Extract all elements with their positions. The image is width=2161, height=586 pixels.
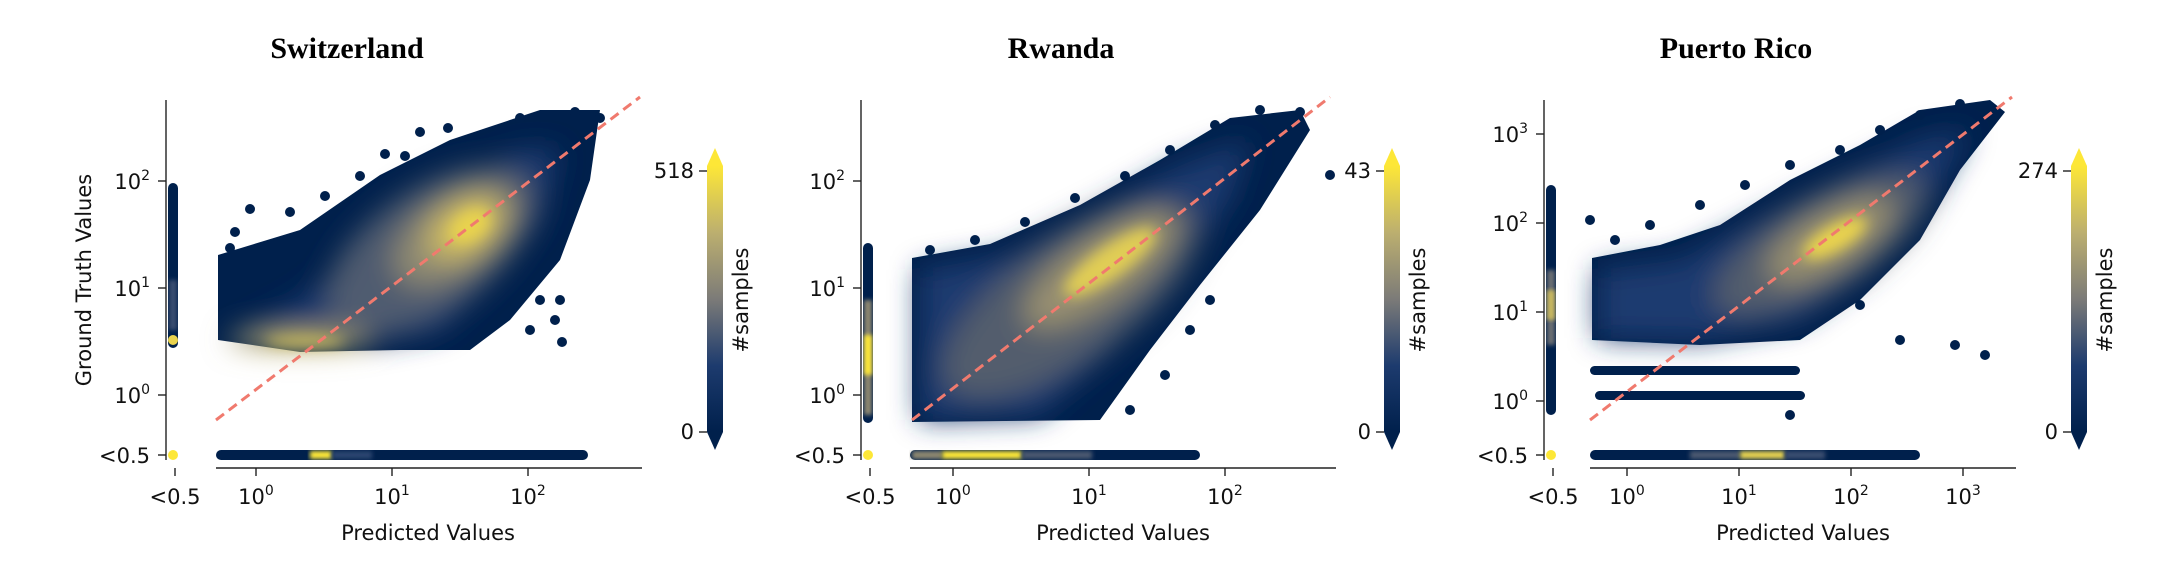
discrete-row-2 bbox=[1590, 366, 1800, 375]
colorbar-max: 518 bbox=[654, 159, 694, 183]
y-axis: 103 102 101 100 <0.5 bbox=[1477, 100, 1545, 468]
x-underflow-label: <0.5 bbox=[845, 485, 896, 509]
x-tick-label: 100 bbox=[935, 483, 971, 509]
colorbar-min: 0 bbox=[2045, 420, 2058, 444]
panel-title: Rwanda bbox=[1008, 32, 1115, 65]
x-tick-label: 102 bbox=[1207, 483, 1243, 509]
x-marginal-strip bbox=[1590, 450, 1920, 460]
y-marginal-strip bbox=[863, 243, 873, 460]
x-axis-label: Predicted Values bbox=[1036, 521, 1210, 545]
y-tick-label: 101 bbox=[1492, 299, 1528, 325]
panel-puerto-rico: Puerto Rico 103 102 101 100 <0.5 100 101… bbox=[1477, 32, 2117, 545]
y-axis-label: Ground Truth Values bbox=[72, 174, 96, 386]
y-tick-label: 100 bbox=[809, 382, 845, 408]
identity-line bbox=[1589, 95, 2013, 422]
x-tick-label: 102 bbox=[1833, 483, 1869, 509]
colorbar: 43 0 #samples bbox=[1344, 148, 1430, 450]
x-marginal-strip bbox=[910, 450, 1200, 460]
panel-title: Switzerland bbox=[270, 32, 424, 65]
identity-line bbox=[215, 95, 641, 422]
colorbar-min: 0 bbox=[681, 420, 694, 444]
identity-line bbox=[911, 95, 1331, 422]
colorbar-label: #samples bbox=[2093, 248, 2117, 353]
panel-title: Puerto Rico bbox=[1660, 32, 1812, 65]
x-axis-label: Predicted Values bbox=[1716, 521, 1890, 545]
colorbar-max: 274 bbox=[2018, 159, 2058, 183]
x-tick-label: 102 bbox=[510, 483, 546, 509]
colorbar: 274 0 #samples bbox=[2018, 148, 2117, 450]
y-axis: 102 101 100 <0.5 bbox=[794, 100, 862, 468]
density-cloud bbox=[215, 95, 641, 422]
x-tick-label: 103 bbox=[1945, 483, 1981, 509]
colorbar-min: 0 bbox=[1358, 420, 1371, 444]
x-axis: 100 101 102 <0.5 bbox=[845, 467, 1336, 509]
x-axis: 100 101 102 103 <0.5 bbox=[1528, 467, 2016, 509]
density-cloud bbox=[1585, 95, 2013, 422]
x-tick-label: 101 bbox=[1071, 483, 1107, 509]
x-tick-label: 101 bbox=[374, 483, 410, 509]
x-tick-label: 100 bbox=[238, 483, 274, 509]
y-tick-label: 102 bbox=[114, 168, 150, 194]
x-axis: 100 101 102 <0.5 bbox=[150, 467, 642, 509]
y-underflow-label: <0.5 bbox=[99, 444, 150, 468]
density-cloud bbox=[911, 95, 1335, 422]
x-marginal-strip bbox=[216, 450, 588, 460]
discrete-row-1 bbox=[1595, 391, 1805, 400]
y-tick-label: 100 bbox=[1492, 388, 1528, 414]
y-underflow-label: <0.5 bbox=[1477, 444, 1528, 468]
y-tick-label: 101 bbox=[114, 275, 150, 301]
panel-rwanda: Rwanda 102 101 100 <0.5 100 101 102 <0.5… bbox=[794, 32, 1430, 545]
y-tick-label: 102 bbox=[809, 168, 845, 194]
colorbar-max: 43 bbox=[1344, 159, 1371, 183]
y-tick-label: 100 bbox=[114, 382, 150, 408]
y-tick-label: 101 bbox=[809, 275, 845, 301]
colorbar-label: #samples bbox=[1406, 248, 1430, 353]
y-axis: 102 101 100 <0.5 bbox=[99, 100, 167, 468]
x-underflow-label: <0.5 bbox=[150, 485, 201, 509]
x-tick-label: 100 bbox=[1609, 483, 1645, 509]
x-tick-label: 101 bbox=[1721, 483, 1757, 509]
y-marginal-strip bbox=[168, 183, 178, 460]
colorbar: 518 0 #samples bbox=[654, 148, 753, 450]
panel-switzerland: Switzerland 102 101 100 <0.5 Ground Trut… bbox=[72, 32, 753, 545]
y-underflow-label: <0.5 bbox=[794, 444, 845, 468]
x-underflow-label: <0.5 bbox=[1528, 485, 1579, 509]
colorbar-label: #samples bbox=[729, 248, 753, 353]
x-axis-label: Predicted Values bbox=[341, 521, 515, 545]
y-marginal-strip bbox=[1546, 185, 1556, 460]
y-tick-label: 103 bbox=[1492, 121, 1528, 147]
y-tick-label: 102 bbox=[1492, 210, 1528, 236]
